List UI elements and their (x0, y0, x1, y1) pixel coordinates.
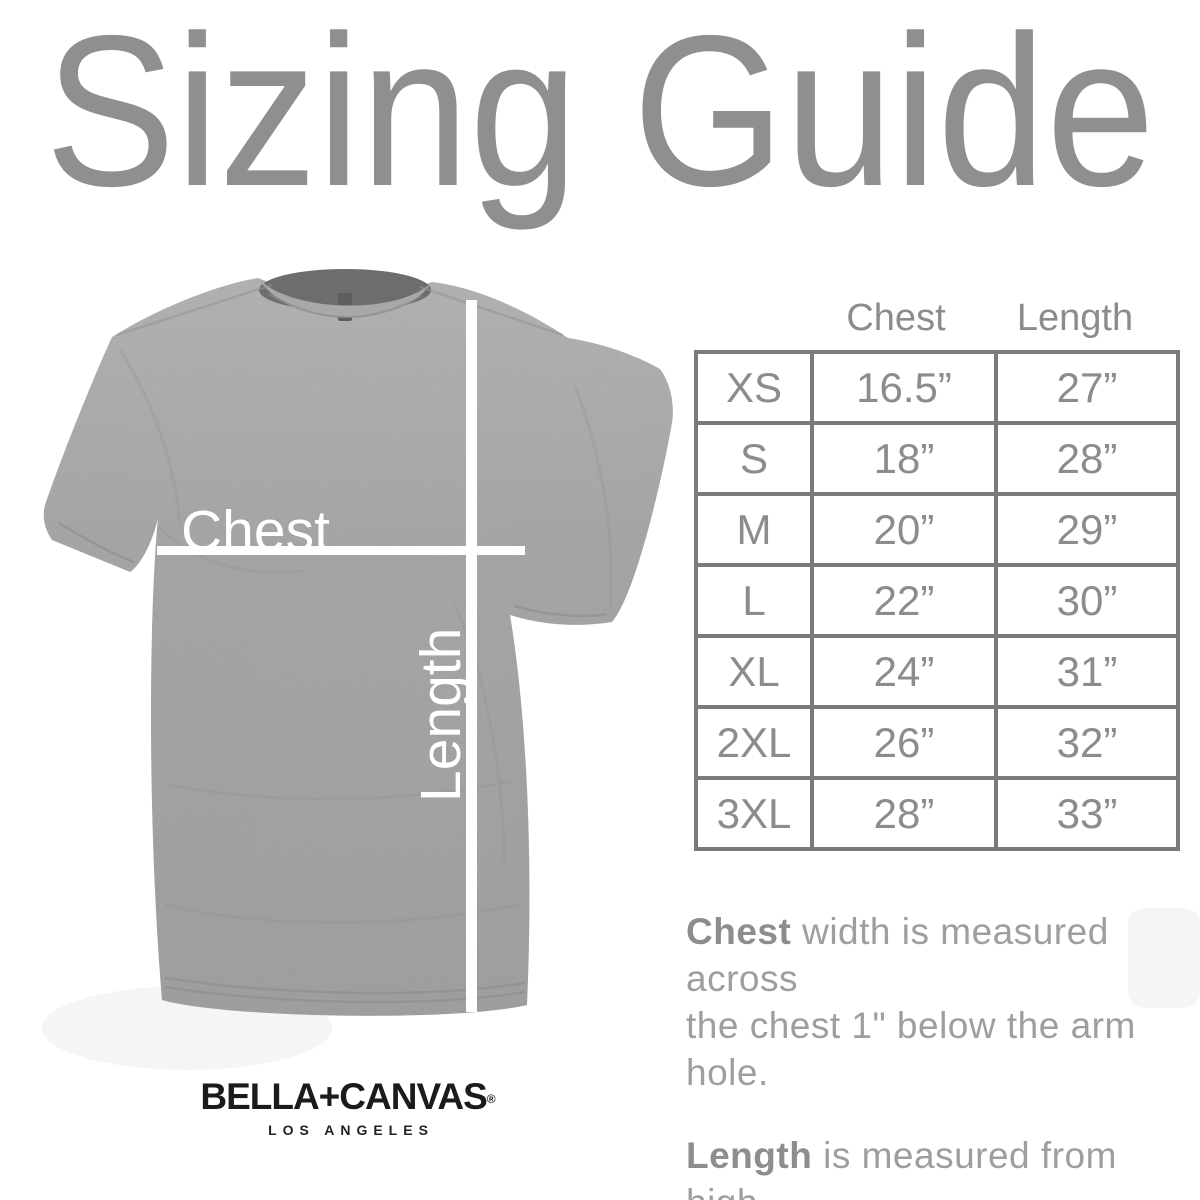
chest-cell: 28” (810, 776, 998, 851)
chest-note-term: Chest (686, 911, 792, 952)
table-col-header-length: Length (1016, 297, 1134, 339)
table-row: 2XL 26” 32” (694, 705, 1180, 780)
size-cell: S (694, 421, 814, 496)
registered-mark: ® (486, 1092, 496, 1106)
background-smudge (1128, 908, 1200, 1008)
length-overlay-label: Length (409, 627, 473, 802)
chest-note-line1: width is measured across (686, 911, 1109, 999)
chest-note-line2: the chest 1" below the arm hole. (686, 1005, 1136, 1093)
table-row: XS 16.5” 27” (694, 350, 1180, 425)
stitch-lines (58, 521, 608, 1004)
chest-cell: 20” (810, 492, 998, 567)
length-cell: 29” (994, 492, 1180, 567)
size-cell: M (694, 492, 814, 567)
brand-logo: BELLA+CANVAS® LOS ANGELES (180, 1076, 516, 1138)
size-cell: XS (694, 350, 814, 425)
length-note: Length is measured from highpoint should… (686, 1132, 1176, 1200)
chest-cell: 18” (810, 421, 998, 496)
measurement-notes: Chest width is measured across the chest … (686, 908, 1176, 1200)
size-cell: 2XL (694, 705, 814, 780)
chest-cell: 22” (810, 563, 998, 638)
chest-cell: 16.5” (810, 350, 998, 425)
brand-city: LOS ANGELES (268, 1122, 434, 1138)
collar-band (258, 278, 432, 318)
chest-overlay-label: Chest (181, 499, 330, 563)
table-row: XL 24” 31” (694, 634, 1180, 709)
chest-note: Chest width is measured across the chest … (686, 908, 1176, 1096)
table-row: S 18” 28” (694, 421, 1180, 496)
length-cell: 27” (994, 350, 1180, 425)
size-cell: XL (694, 634, 814, 709)
table-col-header-chest: Chest (846, 297, 946, 339)
shoulder-seams (116, 283, 564, 337)
size-cell: 3XL (694, 776, 814, 851)
chest-cell: 26” (810, 705, 998, 780)
size-table: XS 16.5” 27” S 18” 28” M 20” 29” L 22” 3… (694, 350, 1180, 851)
fabric-folds (118, 349, 613, 924)
tshirt-photo (43, 269, 673, 1016)
brand-name: BELLA+CANVAS® (200, 1076, 496, 1117)
size-cell: L (694, 563, 814, 638)
chest-measure-line (157, 546, 525, 555)
length-note-line1: is measured from high (686, 1135, 1117, 1200)
table-row: 3XL 28” 33” (694, 776, 1180, 851)
page-title: Sizing Guide (45, 0, 1155, 231)
page-title-graphic: Sizing Guide (45, 0, 1155, 231)
length-cell: 32” (994, 705, 1180, 780)
length-measure-line (466, 300, 477, 1012)
length-note-term: Length (686, 1135, 813, 1176)
chest-cell: 24” (810, 634, 998, 709)
collar-stitch (268, 293, 423, 318)
length-cell: 30” (994, 563, 1180, 638)
tshirt-texture (43, 278, 673, 1016)
table-row: M 20” 29” (694, 492, 1180, 567)
length-cell: 33” (994, 776, 1180, 851)
table-row: L 22” 30” (694, 563, 1180, 638)
length-cell: 28” (994, 421, 1180, 496)
length-cell: 31” (994, 634, 1180, 709)
